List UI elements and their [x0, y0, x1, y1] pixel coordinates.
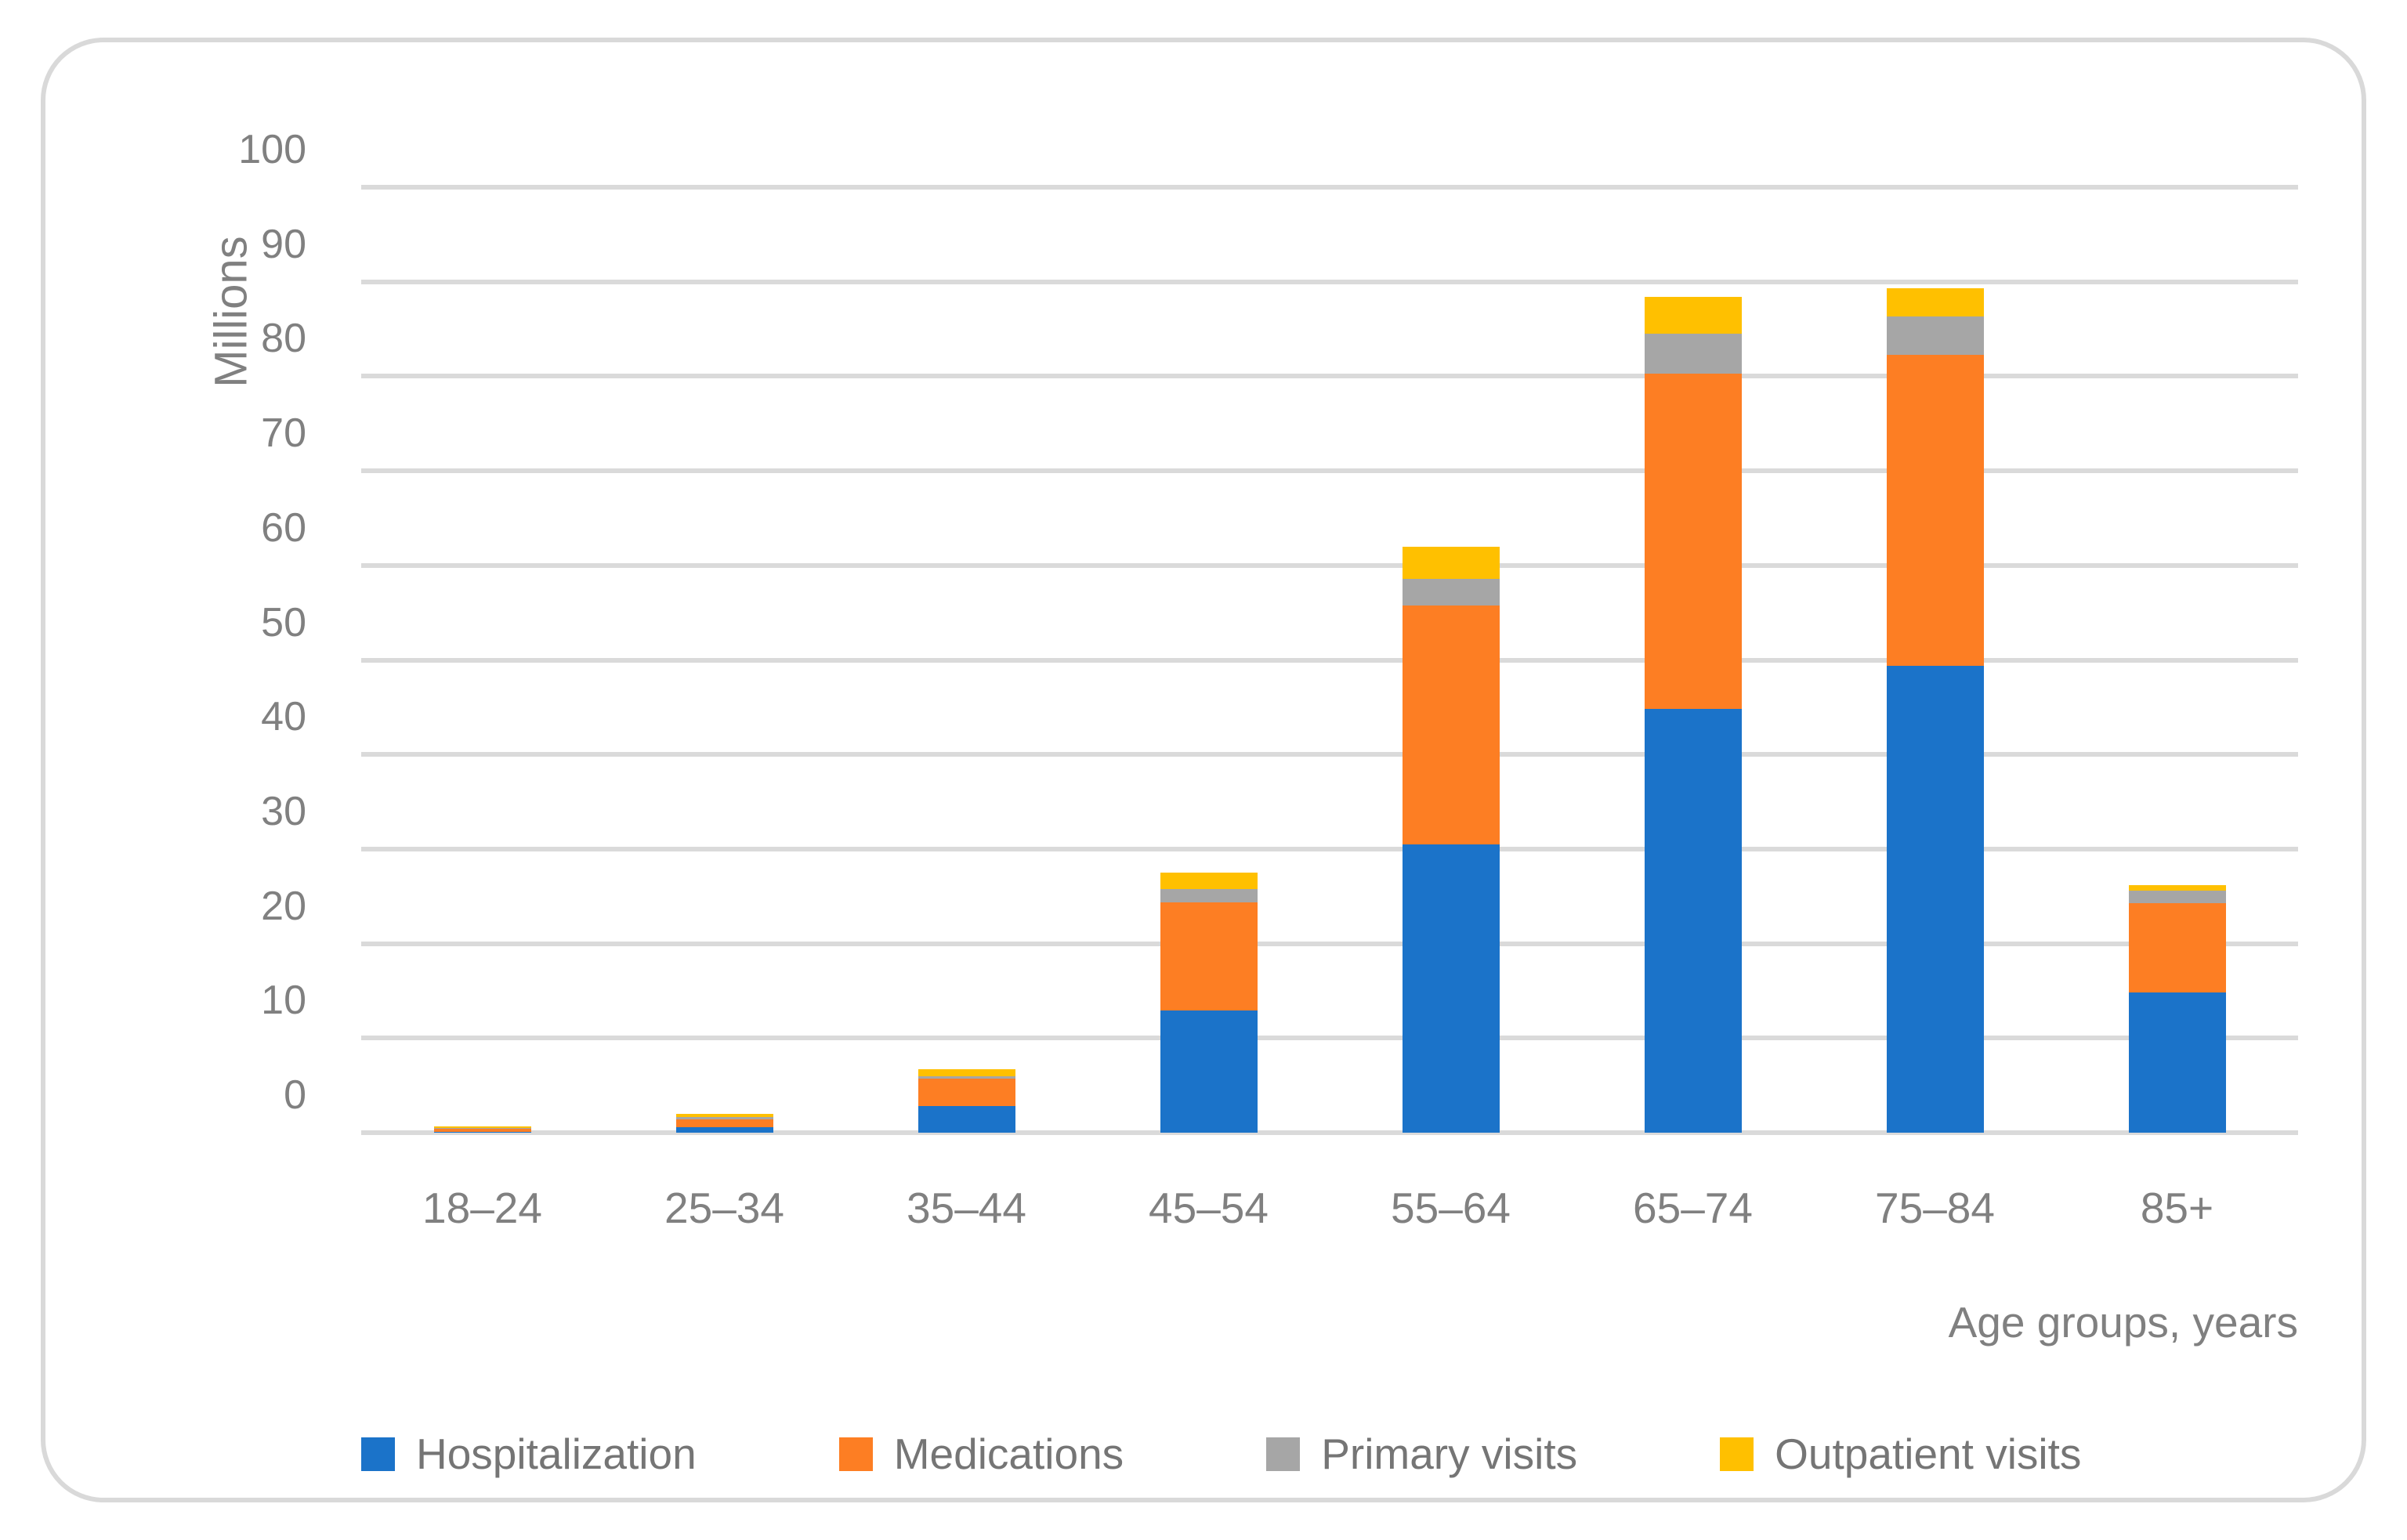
- plot-area: [361, 185, 2298, 1135]
- x-axis-labels: 18–24 25–34 35–44 45–54 55–64 65–74 75–84 85+: [361, 1180, 2298, 1236]
- gridline: [361, 562, 2298, 568]
- bar-segment-primary-visits: [433, 1128, 531, 1129]
- bar-segment-hospitalization: [1402, 844, 1500, 1133]
- bar-segment-hospitalization: [675, 1126, 773, 1133]
- y-axis-tick-label: 70: [261, 410, 306, 457]
- gridline: [361, 1036, 2298, 1041]
- bar-stack: [918, 1069, 1015, 1133]
- bar-segment-medications: [1644, 373, 1742, 710]
- bar-segment-medications: [2128, 902, 2226, 993]
- gridline: [361, 941, 2298, 946]
- chart-card: Millions 0 10 20 30 40 50 60 70 80 90 100 18–24 25–…: [41, 38, 2366, 1502]
- legend-label: Hospitalization: [416, 1430, 697, 1478]
- bar-segment-hospitalization: [1644, 709, 1742, 1133]
- bar-group: [1572, 187, 1814, 1133]
- bar-segment-outpatient-visits: [918, 1069, 1015, 1076]
- bar-segment-primary-visits: [1160, 888, 1258, 902]
- gridline: [361, 185, 2298, 190]
- legend-item-primary-visits: Primary visits: [1266, 1430, 1577, 1477]
- bar-segment-hospitalization: [1886, 665, 1984, 1133]
- bar-segment-outpatient-visits: [675, 1114, 773, 1117]
- bar-segment-medications: [433, 1128, 531, 1133]
- bar-group: [603, 187, 845, 1133]
- x-axis-label: 25–34: [664, 1184, 784, 1232]
- y-axis-tick-label: 60: [261, 504, 306, 551]
- bar-stack: [1160, 873, 1258, 1133]
- bar-group: [1330, 187, 1572, 1133]
- bar-group: [1814, 187, 2056, 1133]
- bar-group: [361, 187, 603, 1133]
- y-axis-tick-label: 10: [261, 978, 306, 1024]
- bar-segment-outpatient-visits: [1160, 873, 1258, 889]
- bar-group: [2056, 187, 2298, 1133]
- gridline: [361, 279, 2298, 284]
- bar-segment-primary-visits: [675, 1116, 773, 1119]
- bar-stack: [1886, 288, 1984, 1133]
- legend-marker-outpatient-visits: [1720, 1437, 1754, 1471]
- legend-item-medications: Medications: [838, 1430, 1124, 1478]
- bar-segment-primary-visits: [1886, 316, 1984, 355]
- bar-segment-medications: [1886, 354, 1984, 666]
- gridline: [361, 1130, 2298, 1135]
- gridline: [361, 468, 2298, 474]
- x-axis-label: 85+: [2140, 1184, 2214, 1232]
- y-axis-tick-label: 40: [261, 694, 306, 740]
- x-axis-label: 35–44: [907, 1184, 1026, 1232]
- x-axis-label: 18–24: [422, 1184, 542, 1232]
- y-axis-tick-label: 90: [261, 221, 306, 267]
- gridline: [361, 657, 2298, 663]
- bar-group: [845, 187, 1088, 1133]
- gridline: [361, 374, 2298, 379]
- bar-stack: [1402, 546, 1500, 1133]
- bar-segment-primary-visits: [1402, 578, 1500, 606]
- legend: Hospitalization Medications Primary visits…: [361, 1430, 2298, 1477]
- gridline: [361, 752, 2298, 757]
- y-axis-tick-label: 100: [238, 127, 306, 172]
- bars-row: [361, 187, 2298, 1133]
- bar-stack: [675, 1114, 773, 1133]
- legend-label: Outpatient visits: [1775, 1430, 2082, 1478]
- legend-marker-primary-visits: [1266, 1437, 1301, 1471]
- bar-segment-outpatient-visits: [1644, 297, 1742, 334]
- y-axis-tick-label: 50: [261, 599, 306, 645]
- x-axis-label: 45–54: [1149, 1184, 1269, 1232]
- bar-segment-medications: [918, 1079, 1015, 1107]
- bar-stack: [2128, 884, 2226, 1133]
- bar-segment-outpatient-visits: [2128, 884, 2226, 891]
- legend-label: Primary visits: [1321, 1430, 1578, 1478]
- y-axis-tick-label: 30: [261, 788, 306, 834]
- bar-segment-primary-visits: [1644, 334, 1742, 374]
- x-axis-title: Age groups, years: [1948, 1298, 2298, 1347]
- legend-label: Medications: [893, 1430, 1124, 1478]
- bar-segment-primary-visits: [918, 1075, 1015, 1079]
- bar-stack: [1644, 297, 1742, 1133]
- bar-segment-medications: [1402, 605, 1500, 844]
- bar-segment-medications: [675, 1119, 773, 1127]
- x-axis-label: 75–84: [1875, 1184, 1995, 1232]
- bar-segment-outpatient-visits: [1886, 288, 1984, 317]
- bar-segment-hospitalization: [918, 1106, 1015, 1133]
- legend-item-outpatient-visits: Outpatient visits: [1720, 1430, 2081, 1477]
- x-axis-label: 55–64: [1391, 1184, 1511, 1232]
- bar-segment-hospitalization: [2128, 992, 2226, 1133]
- legend-marker-hospitalization: [361, 1437, 395, 1471]
- legend-marker-medications: [838, 1437, 873, 1471]
- y-axis-tick-label: 0: [284, 1072, 306, 1118]
- bar-segment-medications: [1160, 902, 1258, 1011]
- x-axis-label: 65–74: [1633, 1184, 1753, 1232]
- bar-segment-primary-visits: [2128, 891, 2226, 903]
- bar-stack: [433, 1126, 531, 1133]
- bar-segment-outpatient-visits: [433, 1126, 531, 1128]
- y-axis-tick-label: 80: [261, 316, 306, 362]
- bar-segment-hospitalization: [433, 1132, 531, 1133]
- gridline: [361, 846, 2298, 851]
- legend-item-hospitalization: Hospitalization: [361, 1430, 697, 1477]
- bar-segment-hospitalization: [1160, 1010, 1258, 1133]
- bar-group: [1088, 187, 1330, 1133]
- y-axis-tick-label: 20: [261, 883, 306, 929]
- bar-segment-outpatient-visits: [1402, 546, 1500, 579]
